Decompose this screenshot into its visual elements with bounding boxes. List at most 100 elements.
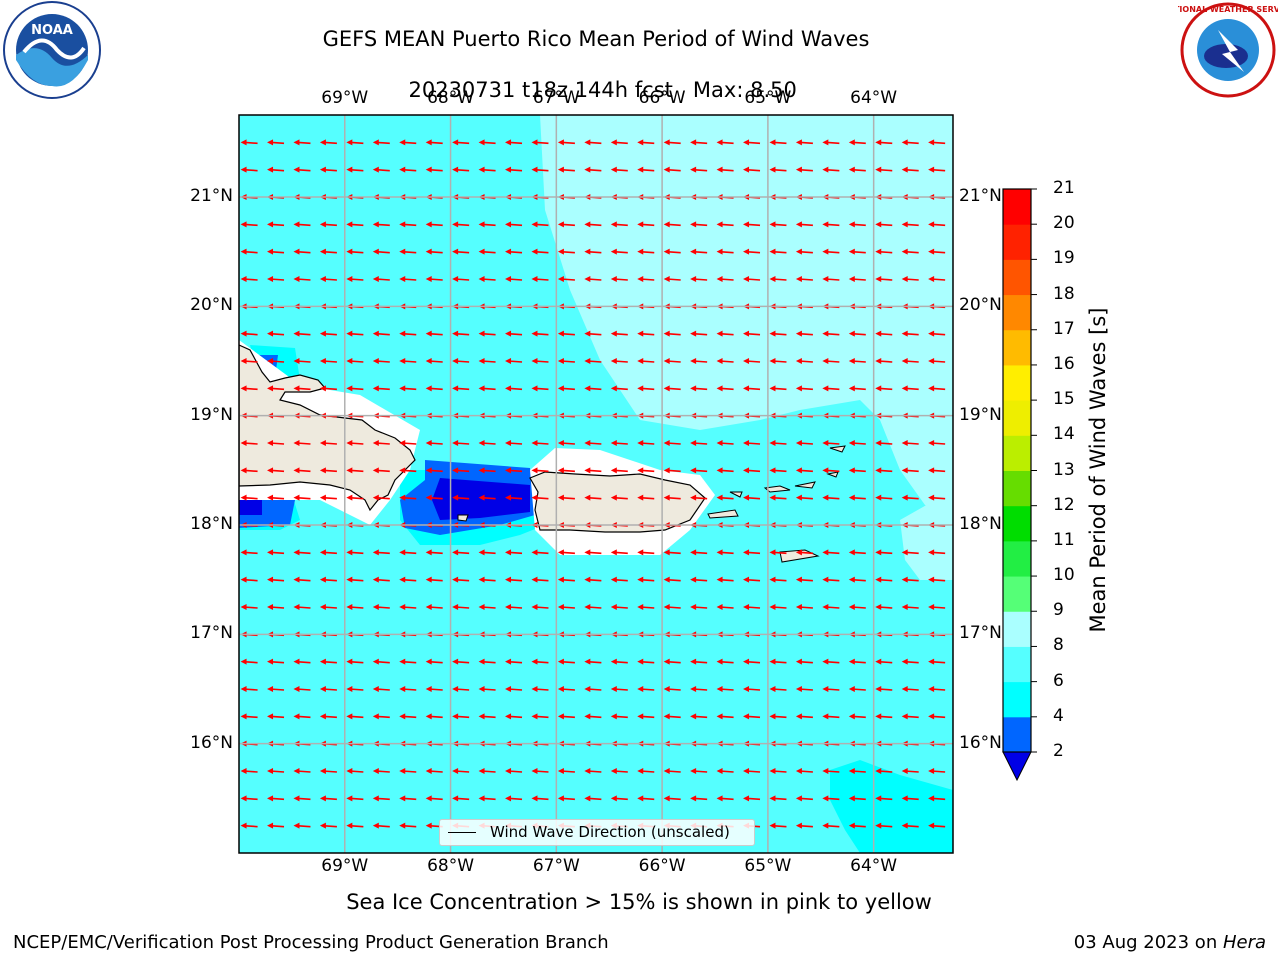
wave-vector — [795, 822, 813, 829]
wave-vector — [637, 658, 655, 665]
wave-vector — [875, 358, 893, 364]
land-virgin-islands — [457, 445, 846, 522]
wave-vector — [319, 795, 337, 802]
wave-vector — [319, 358, 337, 364]
wave-vector — [531, 385, 549, 392]
wave-vector — [901, 822, 919, 829]
wave-vector — [901, 713, 919, 720]
legend-line-swatch — [448, 832, 476, 833]
wave-vector — [769, 358, 787, 364]
wave-vector — [848, 549, 866, 556]
wave-vector — [795, 713, 813, 720]
wave-vector — [319, 166, 337, 173]
wave-vector — [901, 440, 919, 446]
y-tick-right-3: 18°N — [959, 514, 1002, 534]
wave-vector — [399, 494, 417, 501]
wave-vector — [478, 494, 496, 501]
wave-vector — [637, 576, 655, 583]
wave-vector — [716, 549, 734, 556]
wave-vector — [399, 276, 417, 282]
wave-vector — [425, 139, 443, 146]
wave-vector — [267, 248, 285, 255]
wave-vector — [531, 330, 549, 337]
wave-vector — [531, 494, 549, 501]
wave-vector — [372, 494, 390, 501]
wave-vector — [769, 822, 787, 829]
wave-vector — [848, 795, 866, 802]
wave-vector — [531, 276, 549, 282]
wave-vector — [610, 330, 628, 337]
wave-vector — [557, 494, 575, 501]
wave-vector — [769, 166, 787, 173]
wave-vector — [531, 604, 549, 610]
wave-vector — [452, 576, 470, 583]
wave-vector — [690, 139, 708, 146]
wave-vector — [901, 494, 919, 501]
wave-vector — [319, 768, 337, 774]
chart-title: GEFS MEAN Puerto Rico Mean Period of Win… — [322, 27, 870, 51]
wave-vector — [743, 166, 761, 173]
wave-vector — [372, 604, 390, 610]
wave-vector — [822, 549, 840, 556]
wave-vector — [293, 276, 311, 282]
wave-vector — [769, 549, 787, 556]
wave-vector — [293, 139, 311, 146]
wave-vector — [319, 276, 337, 282]
wave-vector — [848, 276, 866, 282]
y-tick-right-5: 16°N — [959, 732, 1002, 753]
colorbar-label-8: 13 — [1053, 459, 1075, 480]
wave-vector — [901, 139, 919, 146]
wave-vector — [690, 385, 708, 392]
wave-vector — [901, 686, 919, 692]
wave-vector — [319, 494, 337, 501]
wave-vector — [531, 795, 549, 802]
footer-left: NCEP/EMC/Verification Post Processing Pr… — [13, 932, 609, 953]
wave-vector — [240, 440, 258, 446]
wave-vector — [505, 768, 523, 774]
wave-vector — [557, 440, 575, 446]
nws-logo-text: NATIONAL WEATHER SERVICE — [1178, 5, 1278, 14]
wave-vector — [531, 658, 549, 665]
wave-vector — [557, 166, 575, 173]
wave-vector — [478, 768, 496, 774]
wave-vector — [267, 658, 285, 665]
wave-vector — [267, 795, 285, 802]
wave-vector — [372, 822, 390, 829]
wave-vector — [240, 576, 258, 583]
wave-vector — [240, 221, 258, 228]
wave-vector — [928, 358, 946, 364]
colorbar-segment — [1003, 505, 1031, 542]
wave-vector — [531, 221, 549, 228]
colorbar — [1002, 188, 1037, 782]
wave-vector — [557, 604, 575, 610]
wave-vector — [372, 713, 390, 720]
wave-vector — [346, 686, 364, 692]
wave-vector — [478, 358, 496, 364]
wave-vector — [690, 713, 708, 720]
wave-vector — [425, 467, 443, 474]
wave-vector — [557, 467, 575, 474]
wave-vector — [743, 467, 761, 474]
wave-vector — [690, 658, 708, 665]
wave-vector — [928, 248, 946, 255]
wave-vector — [928, 467, 946, 474]
wave-vector — [743, 576, 761, 583]
wave-vector — [399, 358, 417, 364]
wave-vector — [293, 494, 311, 501]
wave-vector — [584, 330, 602, 337]
wave-vector — [848, 221, 866, 228]
wave-vector — [584, 768, 602, 774]
wave-vector — [425, 713, 443, 720]
wave-vector — [425, 686, 443, 692]
wave-vector — [319, 604, 337, 610]
wave-vector — [848, 358, 866, 364]
wave-vector — [928, 686, 946, 692]
wave-vector — [346, 358, 364, 364]
wave-vector — [716, 330, 734, 337]
land-puerto-rico — [529, 471, 706, 533]
wave-vector — [769, 139, 787, 146]
wave-vector — [399, 166, 417, 173]
wave-vector — [928, 276, 946, 282]
wave-vector — [584, 658, 602, 665]
wave-vector — [848, 248, 866, 255]
